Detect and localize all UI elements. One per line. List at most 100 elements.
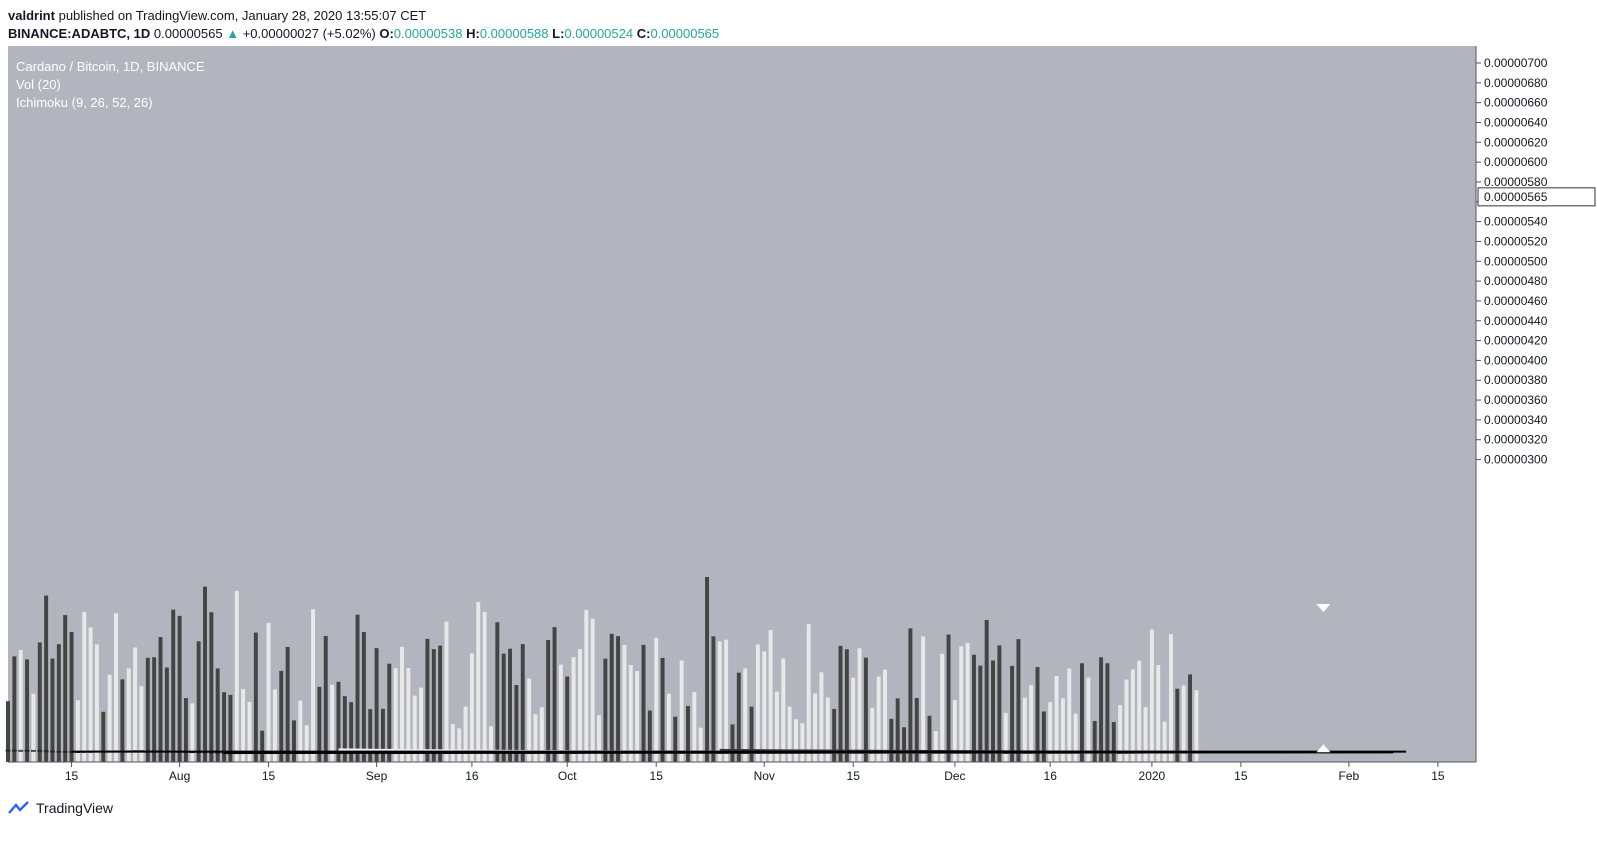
volume-bar bbox=[177, 615, 182, 762]
volume-bar bbox=[908, 628, 913, 762]
candle-body bbox=[24, 749, 30, 752]
volume-bar bbox=[1181, 685, 1186, 762]
volume-bar bbox=[431, 649, 436, 762]
volume-bar bbox=[959, 646, 964, 762]
high-value: 0.00000588 bbox=[479, 26, 549, 41]
volume-bar bbox=[1016, 639, 1021, 762]
volume-bar bbox=[527, 678, 532, 762]
candle-body bbox=[62, 750, 68, 753]
volume-bar bbox=[247, 701, 252, 762]
volume-bar bbox=[577, 649, 582, 762]
volume-bar bbox=[1048, 702, 1053, 762]
volume-bar bbox=[590, 618, 595, 762]
volume-bar bbox=[139, 686, 144, 762]
price-tick-label: 0.00000440 bbox=[1484, 314, 1548, 328]
volume-bar bbox=[508, 648, 513, 762]
candle[interactable] bbox=[56, 750, 62, 753]
volume-bar bbox=[107, 674, 112, 762]
volume-bar bbox=[203, 586, 207, 762]
volume-bar bbox=[323, 635, 328, 762]
price-tick-label: 0.00000400 bbox=[1484, 353, 1548, 367]
candle[interactable] bbox=[43, 750, 49, 753]
candle[interactable] bbox=[5, 749, 11, 752]
time-tick-label: Dec bbox=[944, 769, 965, 783]
volume-bar bbox=[698, 727, 703, 762]
chart-plot-area[interactable] bbox=[8, 46, 1476, 762]
price-axis[interactable]: 0.00000700 0.00000680 0.00000660 0.00000640… bbox=[1475, 46, 1597, 762]
published-text: published on TradingView.com, January 28… bbox=[58, 8, 427, 23]
volume-bar bbox=[755, 644, 760, 762]
time-tick-label: 15 bbox=[1234, 769, 1248, 783]
price-tick-label: 0.00000340 bbox=[1484, 413, 1548, 427]
close-value: 0.00000565 bbox=[650, 26, 720, 41]
volume-bar bbox=[774, 691, 779, 762]
volume-bar bbox=[1003, 712, 1008, 762]
volume-bar bbox=[387, 663, 392, 762]
volume-bar bbox=[101, 711, 106, 762]
symbol-label[interactable]: BINANCE:ADABTC, 1D bbox=[8, 26, 151, 41]
candle[interactable] bbox=[11, 749, 17, 752]
volume-bar bbox=[412, 695, 417, 762]
author-name[interactable]: valdrint bbox=[8, 8, 55, 23]
volume-bar bbox=[133, 647, 138, 762]
publish-info: valdrint published on TradingView.com, J… bbox=[8, 8, 426, 23]
ascending-support-line[interactable] bbox=[224, 751, 1394, 755]
volume-bar bbox=[749, 706, 754, 762]
volume-bar bbox=[863, 657, 868, 762]
volume-bar bbox=[705, 577, 710, 762]
volume-bar bbox=[978, 665, 983, 762]
time-axis[interactable]: 15 Aug 15 Sep 16 Oct 15 Nov 15 Dec 16 2020 15 Feb 15 bbox=[0, 761, 1476, 788]
legend-volume[interactable]: Vol (20) bbox=[16, 77, 61, 92]
tradingview-brand[interactable]: TradingView bbox=[36, 800, 114, 816]
signal-markers bbox=[1316, 604, 1331, 753]
volume-bar bbox=[558, 664, 563, 762]
candle-body bbox=[56, 750, 62, 753]
volume-bar bbox=[380, 708, 385, 762]
legend-ichimoku[interactable]: Ichimoku (9, 26, 52, 26) bbox=[16, 95, 153, 110]
price-tick-label: 0.00000360 bbox=[1484, 393, 1548, 407]
volume-bar bbox=[724, 639, 729, 762]
volume-bar bbox=[520, 644, 525, 762]
volume-bar bbox=[44, 595, 49, 762]
price-tick-label: 0.00000660 bbox=[1484, 96, 1548, 110]
volume-bar bbox=[565, 676, 570, 762]
candle[interactable] bbox=[37, 749, 43, 752]
volume-bar bbox=[438, 645, 443, 762]
volume-bar bbox=[196, 641, 201, 762]
volume-bar bbox=[921, 636, 926, 762]
price-tick-label: 0.00000500 bbox=[1484, 254, 1548, 268]
tradingview-logo-icon[interactable] bbox=[8, 801, 30, 815]
volume-bar bbox=[489, 726, 493, 762]
volume-bar bbox=[717, 641, 722, 762]
volume-bar bbox=[571, 657, 576, 762]
candle[interactable] bbox=[62, 750, 68, 753]
volume-bar bbox=[25, 659, 30, 762]
candle-body bbox=[31, 749, 36, 752]
candle-body bbox=[5, 749, 11, 752]
volume-bar bbox=[883, 669, 887, 762]
price-tick-label: 0.00000640 bbox=[1484, 115, 1548, 129]
volume-bar bbox=[444, 621, 449, 762]
candle-body bbox=[11, 749, 17, 752]
legend-symbol[interactable]: Cardano / Bitcoin, 1D, BINANCE bbox=[16, 59, 205, 74]
volume-bar bbox=[419, 687, 424, 762]
volume-bar bbox=[469, 653, 474, 762]
candle[interactable] bbox=[31, 749, 36, 752]
volume-bar bbox=[12, 656, 17, 762]
candle[interactable] bbox=[24, 749, 30, 752]
volume-bar bbox=[940, 653, 945, 762]
candle[interactable] bbox=[50, 750, 55, 753]
volume-bar bbox=[355, 614, 360, 762]
volume-bar bbox=[597, 715, 601, 762]
volume-bar bbox=[952, 700, 957, 762]
price-change: +0.00000027 (+5.02%) bbox=[242, 26, 376, 41]
up-arrow-marker-icon bbox=[1316, 744, 1331, 753]
volume-bar bbox=[622, 644, 627, 762]
volume-bar bbox=[50, 658, 55, 762]
candle[interactable] bbox=[18, 749, 24, 752]
volume-bar bbox=[336, 681, 341, 762]
volume-bar bbox=[190, 703, 195, 762]
low-label: L: bbox=[552, 26, 565, 41]
volume-bar bbox=[635, 671, 640, 762]
